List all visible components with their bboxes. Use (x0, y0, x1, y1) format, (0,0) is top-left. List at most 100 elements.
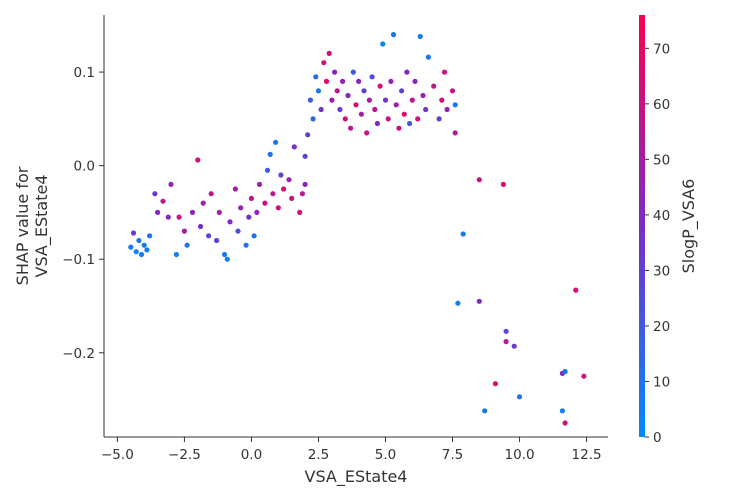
colorbar-tick-label: 0 (653, 430, 662, 446)
scatter-point (197, 223, 204, 230)
scatter-point (350, 69, 356, 75)
scatter-point (377, 83, 383, 89)
colorbar-tick-label: 40 (653, 208, 670, 224)
scatter-point (128, 244, 134, 250)
scatter-point (138, 251, 145, 258)
scatter-point (420, 92, 426, 99)
scatter-point (503, 328, 509, 334)
scatter-point (141, 242, 147, 248)
scatter-point (248, 195, 254, 201)
colorbar-tick-label: 20 (653, 319, 670, 335)
scatter-point (189, 209, 196, 215)
scatter-point (425, 54, 431, 60)
scatter-point (516, 394, 523, 400)
scatter-point (273, 139, 279, 145)
scatter-point (323, 78, 330, 84)
scatter-point (353, 102, 359, 108)
scatter-point (500, 181, 506, 187)
scatter-point (348, 125, 354, 131)
scatter-point (452, 130, 458, 136)
scatter-point (492, 381, 498, 387)
scatter-point (147, 233, 153, 239)
colorbar-tick-label: 70 (653, 41, 670, 57)
scatter-point (168, 181, 174, 187)
scatter-point (254, 209, 260, 215)
x-axis-ticks: −5.0 −2.5 0.0 2.5 5.0 7.5 10.0 12.5 (101, 437, 602, 463)
scatter-point (388, 78, 394, 84)
scatter-point (390, 31, 397, 38)
scatter-point (337, 106, 343, 113)
scatter-point (310, 116, 316, 122)
scatter-point (313, 74, 319, 80)
scatter-point (267, 151, 273, 157)
scatter-point (232, 186, 238, 192)
scatter-point (573, 287, 579, 293)
x-tick-label: 0.0 (241, 447, 262, 463)
scatter-point (195, 157, 201, 163)
scatter-point (401, 111, 407, 117)
scatter-point (299, 191, 305, 197)
x-axis-title: VSA_EState4 (305, 467, 408, 487)
colorbar-tick-label: 30 (653, 263, 670, 279)
scatter-point (227, 219, 233, 225)
scatter-point (286, 177, 292, 183)
y-tick-label: 0.1 (74, 65, 95, 81)
scatter-point (415, 116, 421, 122)
scatter-point (181, 228, 187, 234)
scatter-point (289, 195, 295, 201)
scatter-point (326, 50, 332, 57)
scatter-point (318, 106, 324, 113)
scatter-point (385, 116, 391, 122)
scatter-point (559, 408, 566, 414)
scatter-point (423, 106, 429, 113)
scatter-point (393, 102, 399, 108)
scatter-point (364, 130, 370, 136)
scatter-point (307, 97, 313, 103)
scatter-point (412, 78, 418, 84)
scatter-point (444, 106, 450, 113)
scatter-point (206, 233, 212, 239)
scatter-point (302, 181, 308, 187)
scatter-points (128, 31, 587, 426)
scatter-point (278, 172, 284, 178)
scatter-point (455, 300, 461, 306)
scatter-point (275, 205, 281, 211)
scatter-point (165, 214, 171, 220)
scatter-point (208, 191, 214, 197)
scatter-point (130, 230, 137, 236)
scatter-point (372, 106, 378, 113)
colorbar-tick-label: 60 (653, 97, 670, 113)
scatter-point (358, 111, 364, 117)
scatter-point (302, 153, 308, 159)
scatter-point (396, 125, 402, 131)
colorbar (639, 15, 645, 437)
scatter-point (366, 97, 372, 103)
x-tick-label: 5.0 (375, 447, 396, 463)
colorbar-tick-label: 50 (653, 152, 670, 168)
scatter-point (460, 231, 466, 237)
y-axis-ticks: −0.2 −0.1 0.0 0.1 (62, 65, 104, 362)
scatter-point (482, 408, 488, 414)
scatter-point (315, 88, 322, 94)
scatter-point (256, 181, 263, 187)
scatter-point (399, 88, 405, 94)
scatter-point (409, 97, 415, 103)
scatter-point (155, 209, 161, 215)
y-tick-label: 0.0 (74, 159, 95, 175)
scatter-point (332, 69, 338, 75)
scatter-point (173, 251, 179, 258)
scatter-point (369, 74, 375, 80)
scatter-point (144, 247, 150, 253)
scatter-point (439, 97, 445, 103)
scatter-point (476, 298, 482, 304)
scatter-point (251, 233, 257, 239)
x-tick-label: −2.5 (168, 447, 201, 463)
scatter-point (431, 83, 437, 89)
scatter-point (340, 78, 346, 84)
scatter-point (441, 69, 448, 75)
colorbar-ticks: 0 10 20 30 40 50 60 70 (645, 41, 670, 446)
scatter-point (503, 339, 509, 345)
scatter-point (184, 242, 190, 248)
colorbar-tick-label: 10 (653, 374, 670, 390)
